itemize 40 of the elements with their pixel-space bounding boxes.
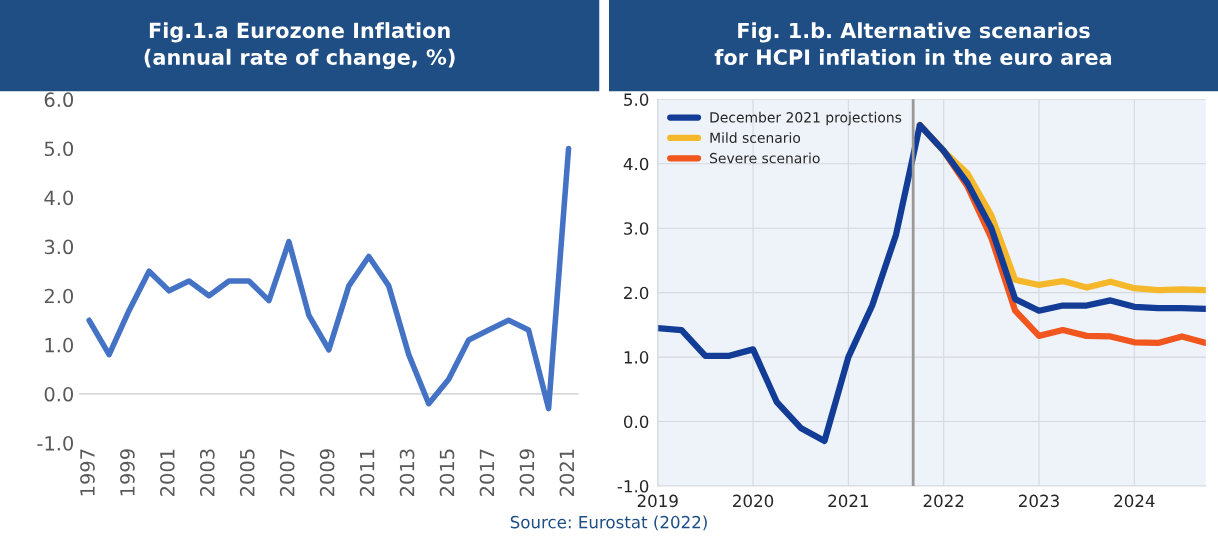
legend-label: December 2021 projections [710, 111, 902, 126]
y-tick-label: 5.0 [44, 141, 74, 157]
chart-title: Fig. 1.b. Alternative scenarios for HCPI inflation in the euro area [714, 22, 1112, 66]
x-tick-label: 2015 [439, 449, 455, 496]
y-tick-label: 4.0 [44, 190, 74, 206]
x-tick-label: 2021 [828, 494, 869, 508]
x-tick-label: 2019 [637, 494, 678, 508]
y-tick-label: 0.0 [623, 415, 649, 429]
y-tick-label: 6.0 [44, 92, 74, 108]
x-tick-label: 2007 [279, 449, 295, 496]
x-tick-label: 2022 [923, 494, 964, 508]
x-tick-label: 2013 [399, 449, 415, 496]
x-tick-label: 2001 [159, 449, 175, 496]
x-tick-label: 1999 [120, 449, 135, 496]
x-tick-label: 2020 [733, 494, 774, 508]
x-tick-label: 1997 [80, 449, 95, 496]
x-tick-label: 2009 [319, 449, 335, 496]
legend-label: Severe scenario [710, 152, 820, 164]
y-tick-label: 2.0 [624, 286, 649, 300]
y-tick-label: 1.0 [45, 337, 74, 353]
y-tick-label: 2.0 [44, 288, 74, 304]
y-tick-label: 0.0 [44, 386, 74, 402]
x-tick-label: 2005 [239, 449, 255, 496]
y-tick-label: 1.0 [624, 351, 649, 364]
y-tick-label: 4.0 [623, 157, 649, 171]
x-tick-label: 2024 [1114, 494, 1155, 508]
x-tick-label: 2017 [479, 449, 495, 496]
y-tick-label: 5.0 [624, 93, 649, 106]
x-tick-label: 2021 [559, 449, 575, 496]
legend-label: Mild scenario [710, 132, 801, 143]
y-tick-label: -1.0 [617, 479, 649, 493]
source-note: Source: Eurostat (2022) [510, 515, 707, 531]
x-tick-label: 2011 [359, 449, 375, 496]
y-tick-label: -1.0 [37, 435, 74, 451]
y-tick-label: 3.0 [624, 222, 649, 235]
x-tick-label: 2003 [199, 449, 215, 496]
chart-title: Fig.1.a Eurozone Inflation (annual rate of change, %) [144, 22, 455, 70]
x-tick-label: 2023 [1019, 494, 1059, 508]
y-tick-label: 3.0 [44, 239, 74, 255]
x-tick-label: 2019 [519, 449, 535, 496]
